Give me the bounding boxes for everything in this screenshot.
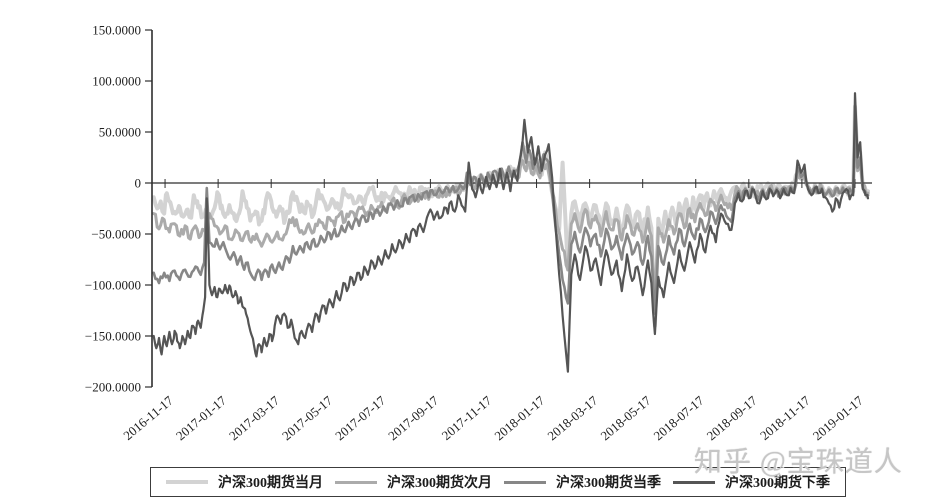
legend-label-1: 沪深300期货次月 bbox=[387, 476, 492, 491]
legend-swatch-3 bbox=[673, 480, 715, 484]
x-tick-label-2: 2017-03-17 bbox=[226, 392, 282, 443]
legend-label-3: 沪深300期货下季 bbox=[725, 476, 830, 491]
y-tick-label-3: 0 bbox=[135, 176, 142, 191]
legend-swatch-1 bbox=[335, 480, 377, 484]
x-tick-label-5: 2017-09-17 bbox=[385, 392, 441, 443]
y-tick-label-7: −200.0000 bbox=[85, 380, 141, 395]
legend-swatch-0 bbox=[166, 480, 208, 484]
x-tick-label-10: 2018-07-17 bbox=[651, 392, 707, 443]
y-tick-label-1: 100.0000 bbox=[92, 74, 141, 89]
y-tick-label-0: 150.0000 bbox=[92, 23, 141, 38]
x-tick-label-13: 2019-01-17 bbox=[810, 392, 866, 443]
x-tick-label-1: 2017-01-17 bbox=[173, 392, 229, 443]
legend-label-0: 沪深300期货当月 bbox=[218, 476, 323, 491]
x-tick-label-12: 2018-11-17 bbox=[757, 392, 813, 442]
series-line-0 bbox=[151, 104, 870, 328]
legend: 沪深300期货当月 沪深300期货次月 沪深300期货当季 沪深300期货下季 bbox=[150, 467, 846, 497]
watermark: 知乎 @宝珠道人 bbox=[694, 447, 903, 478]
x-tick-label-7: 2018-01-17 bbox=[491, 392, 547, 443]
y-tick-label-2: 50.0000 bbox=[99, 125, 141, 140]
x-tick-label-3: 2017-05-17 bbox=[279, 392, 335, 443]
legend-item-1: 沪深300期货次月 bbox=[335, 472, 492, 492]
legend-item-2: 沪深300期货当季 bbox=[504, 472, 661, 492]
legend-item-3: 沪深300期货下季 bbox=[673, 472, 830, 492]
x-tick-label-9: 2018-05-17 bbox=[597, 392, 653, 443]
x-tick-label-4: 2017-07-17 bbox=[332, 392, 388, 443]
x-tick-label-8: 2018-03-17 bbox=[544, 392, 600, 443]
legend-item-0: 沪深300期货当月 bbox=[166, 472, 323, 492]
x-tick-label-0: 2016-11-17 bbox=[120, 392, 176, 442]
legend-label-2: 沪深300期货当季 bbox=[556, 476, 661, 491]
y-tick-label-5: −100.0000 bbox=[85, 278, 141, 293]
y-tick-label-4: −50.0000 bbox=[91, 227, 141, 242]
x-tick-label-6: 2017-11-17 bbox=[439, 392, 495, 442]
legend-swatch-2 bbox=[504, 480, 546, 484]
x-tick-label-11: 2018-09-17 bbox=[704, 392, 760, 443]
series-line-3 bbox=[152, 92, 870, 373]
y-tick-label-6: −150.0000 bbox=[85, 329, 141, 344]
